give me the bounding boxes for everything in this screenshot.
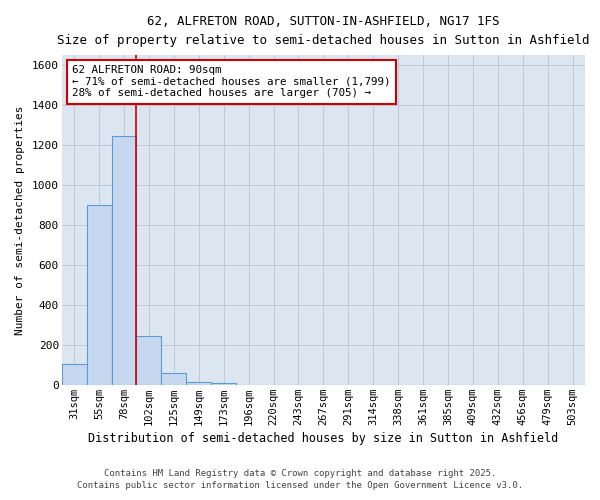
Bar (62, 364, 86, 385)
Bar (161, 373, 187, 385)
Bar (211, 383, 236, 385)
Bar (136, 336, 161, 385)
Text: 62 ALFRETON ROAD: 90sqm
← 71% of semi-detached houses are smaller (1,799)
28% of: 62 ALFRETON ROAD: 90sqm ← 71% of semi-de… (72, 65, 391, 98)
Text: Contains HM Land Registry data © Crown copyright and database right 2025.
Contai: Contains HM Land Registry data © Crown c… (77, 468, 523, 490)
X-axis label: Distribution of semi-detached houses by size in Sutton in Ashfield: Distribution of semi-detached houses by … (88, 432, 559, 445)
Y-axis label: Number of semi-detached properties: Number of semi-detached properties (15, 105, 25, 334)
Bar (187, 382, 211, 385)
Bar (86, 205, 112, 385)
Title: 62, ALFRETON ROAD, SUTTON-IN-ASHFIELD, NG17 1FS
Size of property relative to sem: 62, ALFRETON ROAD, SUTTON-IN-ASHFIELD, N… (57, 15, 590, 47)
Bar (112, 136, 136, 385)
